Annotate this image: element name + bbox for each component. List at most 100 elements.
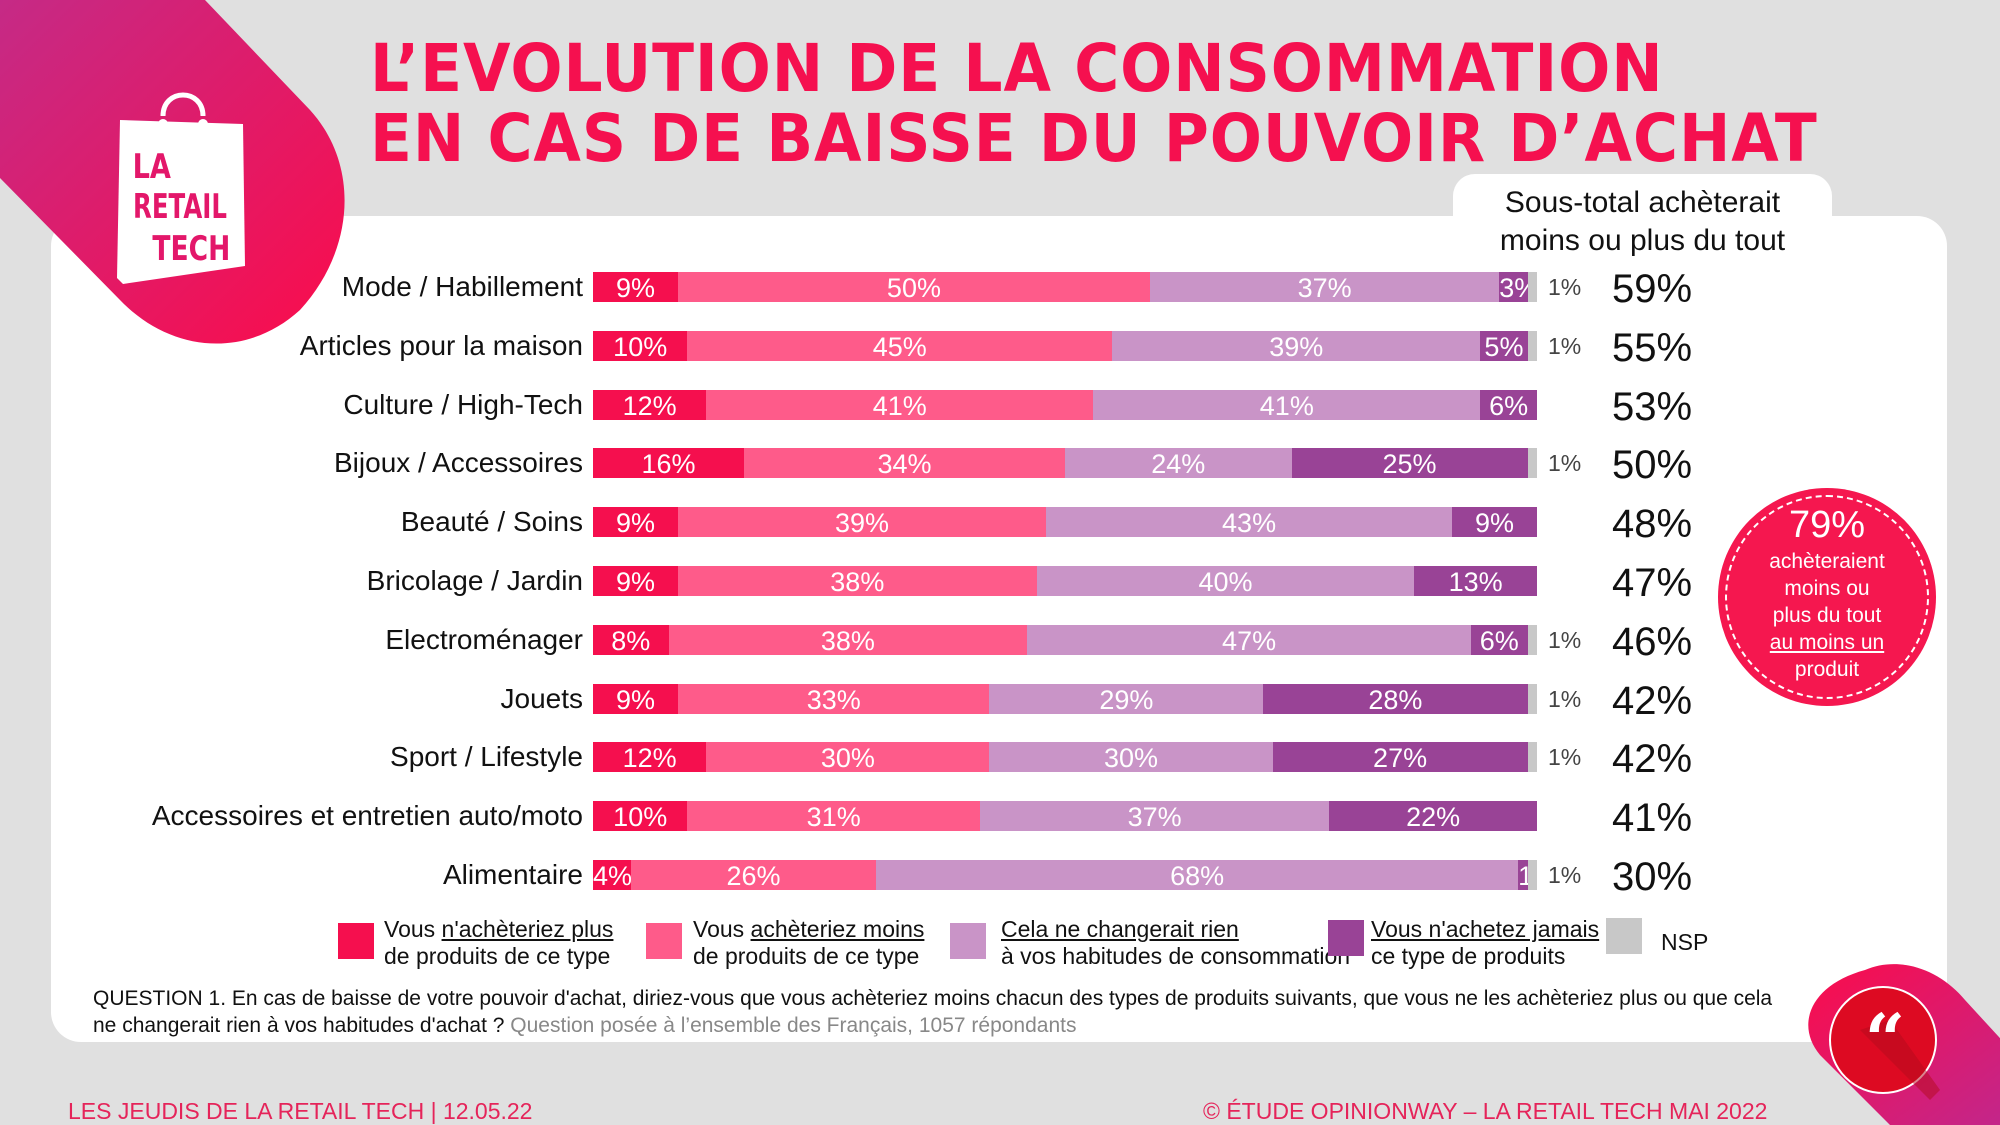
bar-segment-plus: 9% (593, 272, 678, 303)
category-label: Jouets (500, 682, 584, 714)
title-line-2: EN CAS DE BAISSE DU POUVOIR D’ACHAT (370, 100, 1818, 177)
subtotal-header-line-1: Sous-total achèterait (1504, 186, 1781, 219)
quote-decoration (1808, 964, 2000, 1125)
bar-segment-moins: 45% (687, 330, 1113, 362)
legend-text-pre: Vous (693, 916, 751, 942)
bar-segment-rien: 40% (1036, 566, 1415, 597)
bar-segment-nsp (1527, 272, 1537, 302)
bar-row: 12% 30% 30% 27% (593, 742, 1537, 773)
bar-row: 10% 31% 37% 22% (593, 801, 1537, 832)
bar-segment-jamais: 1% (1518, 860, 1558, 891)
legend-item-moins: Vous achèteriez moins de produits de ce … (693, 916, 924, 970)
subtotal-value: 53% (1612, 384, 1693, 429)
bar-segment-plus: 9% (593, 566, 678, 597)
legend-swatch-moins (646, 923, 682, 959)
legend-text-line2: de produits de ce type (693, 943, 920, 969)
logo-bag-icon: LA RETAIL TECH (117, 92, 245, 284)
category-label: Electroménager (385, 623, 583, 655)
bar-segment-plus: 12% (593, 389, 707, 421)
legend-swatch-jamais (1328, 920, 1364, 956)
legend-text-underlined: Cela ne changerait rien (1001, 916, 1239, 942)
category-label: Sport / Lifestyle (390, 741, 583, 773)
footer-left: LES JEUDIS DE LA RETAIL TECH | 12.05.22 (68, 1098, 533, 1124)
bar-segment-rien: 68% (876, 860, 1519, 891)
legend-text-line2: à vos habitudes de consommation (1001, 943, 1351, 969)
bar-segment-nsp (1527, 860, 1537, 890)
bar-segment-plus: 9% (593, 683, 678, 715)
bar-row: 10% 45% 39% 5% (593, 330, 1537, 362)
question-text: QUESTION 1. En cas de baisse de votre po… (93, 985, 1793, 1039)
category-label: Bijoux / Accessoires (334, 447, 583, 479)
legend-text-line2: ce type de produits (1371, 943, 1566, 969)
subtotal-value: 46% (1612, 619, 1693, 664)
title-line-1: L’EVOLUTION DE LA CONSOMMATION (370, 30, 1664, 107)
legend-swatch-rien (950, 923, 986, 959)
legend-text-underlined: n'achèteriez plus (441, 916, 614, 942)
legend-text-line2: de produits de ce type (384, 943, 611, 969)
bar-segment-nsp (1527, 330, 1537, 361)
question-note: Question posée à l’ensemble des Français… (510, 1014, 1077, 1037)
bar-segment-moins: 33% (677, 683, 990, 715)
bar-segment-jamais: 13% (1414, 566, 1537, 597)
category-label: Beauté / Soins (400, 506, 583, 538)
bar-row: 8% 38% 47% 6% (593, 624, 1537, 656)
subtotal-header-line-2: moins ou plus du tout (1499, 224, 1786, 257)
legend-text-underlined: Vous n'achetez jamais (1371, 916, 1600, 942)
legend-text-underlined: achèteriez moins (750, 916, 925, 942)
subtotal-header: Sous-total achèterait moins ou plus du t… (1453, 184, 1832, 260)
bar-segment-plus: 12% (593, 742, 707, 773)
subtotal-value: 41% (1612, 796, 1693, 841)
bar-segment-nsp (1527, 624, 1537, 655)
bar-row: 12% 41% 41% 6% (593, 389, 1537, 421)
page-title: L’EVOLUTION DE LA CONSOMMATION EN CAS DE… (370, 34, 1818, 174)
bar-segment-moins: 31% (687, 801, 981, 832)
bar-segment-rien: 37% (980, 801, 1330, 832)
legend-item-nsp: NSP (1661, 929, 1709, 955)
nsp-data-label: 1% (1548, 685, 1582, 712)
bar-segment-rien: 41% (1093, 389, 1481, 421)
logo-text-tech: TECH (152, 230, 230, 269)
footer-right: © ÉTUDE OPINIONWAY – LA RETAIL TECH MAI … (1203, 1098, 1768, 1124)
bar-segment-nsp (1527, 448, 1537, 479)
subtotal-value: 59% (1612, 267, 1693, 311)
bar-row: 4% 26% 68% 1% (593, 860, 1558, 891)
bar-segment-rien: 30% (989, 742, 1273, 773)
bar-segment-rien: 39% (1112, 330, 1481, 362)
bar-segment-plus: 16% (593, 448, 745, 479)
legend-text-pre: Vous (384, 916, 442, 942)
legend-item-plus: Vous n'achèteriez plus de produits de ce… (384, 916, 613, 970)
bar-segment-moins: 39% (677, 507, 1047, 538)
nsp-data-label: 1% (1548, 332, 1582, 359)
category-label: Mode / Habillement (341, 271, 583, 302)
bar-segment-moins: 38% (677, 566, 1037, 597)
bar-segment-plus: 8% (593, 624, 669, 656)
category-label: Accessoires et entretien auto/moto (151, 800, 583, 832)
subtotal-value: 55% (1612, 325, 1693, 370)
bar-row: 16% 34% 24% 25% (593, 448, 1537, 479)
subtotal-value: 50% (1612, 443, 1693, 488)
subtotal-header-tab (1453, 174, 1832, 254)
bar-segment-moins: 41% (706, 389, 1094, 421)
bar-segment-rien: 47% (1027, 624, 1471, 656)
quote-icon: “ (1864, 998, 1906, 1081)
logo-text-retail: RETAIL (133, 187, 227, 226)
bar-row: 9% 38% 40% 13% (593, 566, 1537, 597)
subtotal-value: 42% (1612, 737, 1693, 782)
bar-segment-plus: 9% (593, 507, 678, 538)
category-label: Culture / High-Tech (343, 388, 583, 420)
badge-line-1: achèteraient (1769, 550, 1885, 573)
badge-dashed-ring (1725, 495, 1929, 699)
logo-text-la: LA (133, 147, 172, 187)
bar-segment-moins: 26% (630, 860, 877, 891)
bar-segment-jamais: 27% (1272, 742, 1528, 773)
subtotal-value: 47% (1612, 561, 1693, 605)
question-body: QUESTION 1. En cas de baisse de votre po… (93, 987, 1773, 1037)
bar-segment-nsp (1527, 683, 1537, 714)
badge-line-3: plus du tout (1772, 604, 1882, 627)
bar-row: 9% 50% 37% 3% (593, 272, 1538, 303)
nsp-data-label: 1% (1548, 626, 1582, 653)
category-label: Articles pour la maison (299, 329, 583, 361)
bar-segment-moins: 38% (668, 624, 1028, 656)
bar-segment-rien: 29% (989, 683, 1264, 715)
